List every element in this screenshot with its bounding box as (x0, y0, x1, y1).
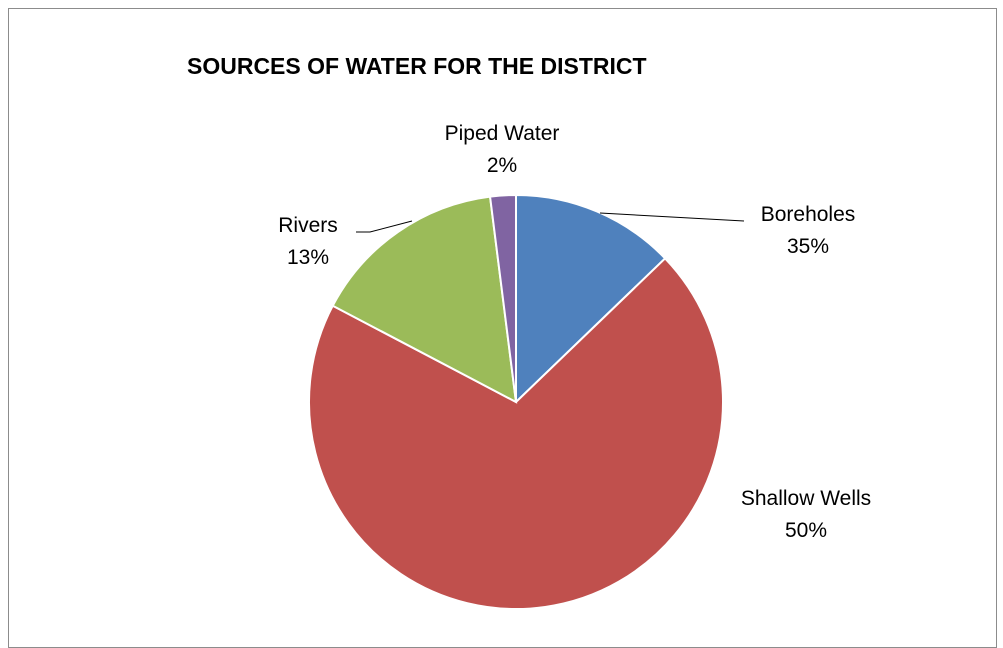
leader-line-boreholes (599, 212, 745, 222)
slice-name-label: Boreholes (761, 203, 856, 226)
slice-percent-label: 2% (487, 154, 517, 177)
slice-name-label: Shallow Wells (741, 487, 871, 510)
pie-chart: Boreholes 35% Shallow Wells 50% Rivers 13% Pip… (278, 122, 871, 610)
slice-percent-label: 13% (287, 246, 329, 269)
slice-percent-label: 35% (787, 235, 829, 258)
pie-slice-rivers (331, 195, 518, 404)
pie-slice-shallow-wells (308, 256, 724, 610)
labels-layer: Boreholes 35% Shallow Wells 50% Rivers 13% Pip… (278, 122, 871, 542)
chart-title: SOURCES OF WATER FOR THE DISTRICT (187, 53, 647, 79)
leader-line-rivers (356, 220, 413, 233)
slice-name-label: Rivers (278, 214, 338, 237)
leader-lines (356, 212, 745, 233)
slice-name-label: Piped Water (445, 122, 560, 145)
slices-layer (308, 193, 724, 610)
slice-percent-label: 50% (785, 519, 827, 542)
pie-slice-piped-water (488, 193, 517, 403)
pie-slice-boreholes (515, 193, 667, 405)
